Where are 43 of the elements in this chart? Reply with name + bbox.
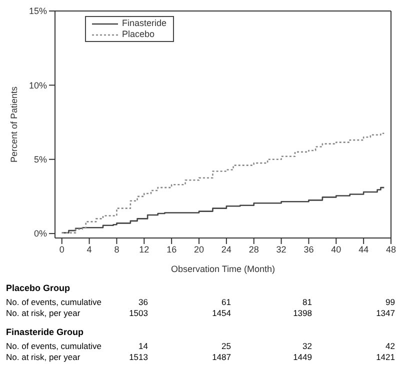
legend-label: Placebo xyxy=(122,29,155,40)
y-tick-label: 10% xyxy=(28,80,47,90)
legend-label: Finasteride xyxy=(122,18,167,29)
text: No. at risk, per year xyxy=(6,352,80,362)
text: 99 xyxy=(386,297,395,307)
x-tick-label: 8 xyxy=(114,244,120,254)
x-tick-label: 44 xyxy=(358,244,369,254)
x-tick-label: 48 xyxy=(386,244,396,254)
text: Finasteride Group xyxy=(6,327,84,337)
x-tick-label: 20 xyxy=(194,244,204,254)
y-tick-label: 0% xyxy=(34,228,47,239)
x-tick-label: 0 xyxy=(59,244,64,254)
x-axis-title: Observation Time (Month) xyxy=(170,264,276,274)
text: 1347 xyxy=(376,308,395,318)
text: 14 xyxy=(138,341,148,351)
text: 1421 xyxy=(376,352,395,362)
y-axis-title: Percent of Patients xyxy=(9,86,20,163)
text: No. of events, cumulative xyxy=(6,297,102,307)
x-tick-label: 40 xyxy=(331,244,342,254)
text: 1487 xyxy=(212,352,231,362)
text: 61 xyxy=(222,297,231,307)
text: No. at risk, per year xyxy=(6,308,80,318)
text: Placebo Group xyxy=(6,283,70,293)
text: 25 xyxy=(222,341,231,351)
y-tick-label: 15% xyxy=(28,6,47,16)
text: 32 xyxy=(302,341,312,351)
text: 1513 xyxy=(129,352,148,362)
y-tick-label: 5% xyxy=(34,154,47,165)
x-tick-label: 12 xyxy=(139,244,150,254)
text: 42 xyxy=(386,341,395,351)
x-tick-label: 36 xyxy=(304,244,314,254)
text: 36 xyxy=(138,297,148,307)
text: No. of events, cumulative xyxy=(6,341,102,351)
text: 1454 xyxy=(212,308,231,318)
x-tick-label: 16 xyxy=(166,244,177,254)
x-tick-label: 24 xyxy=(221,244,232,254)
x-tick-label: 32 xyxy=(276,244,286,254)
x-tick-label: 28 xyxy=(248,244,259,254)
text: 81 xyxy=(302,297,312,307)
text: 1503 xyxy=(129,308,148,318)
text: 1398 xyxy=(293,308,312,318)
x-tick-label: 4 xyxy=(86,244,92,254)
text: 1449 xyxy=(293,352,312,362)
